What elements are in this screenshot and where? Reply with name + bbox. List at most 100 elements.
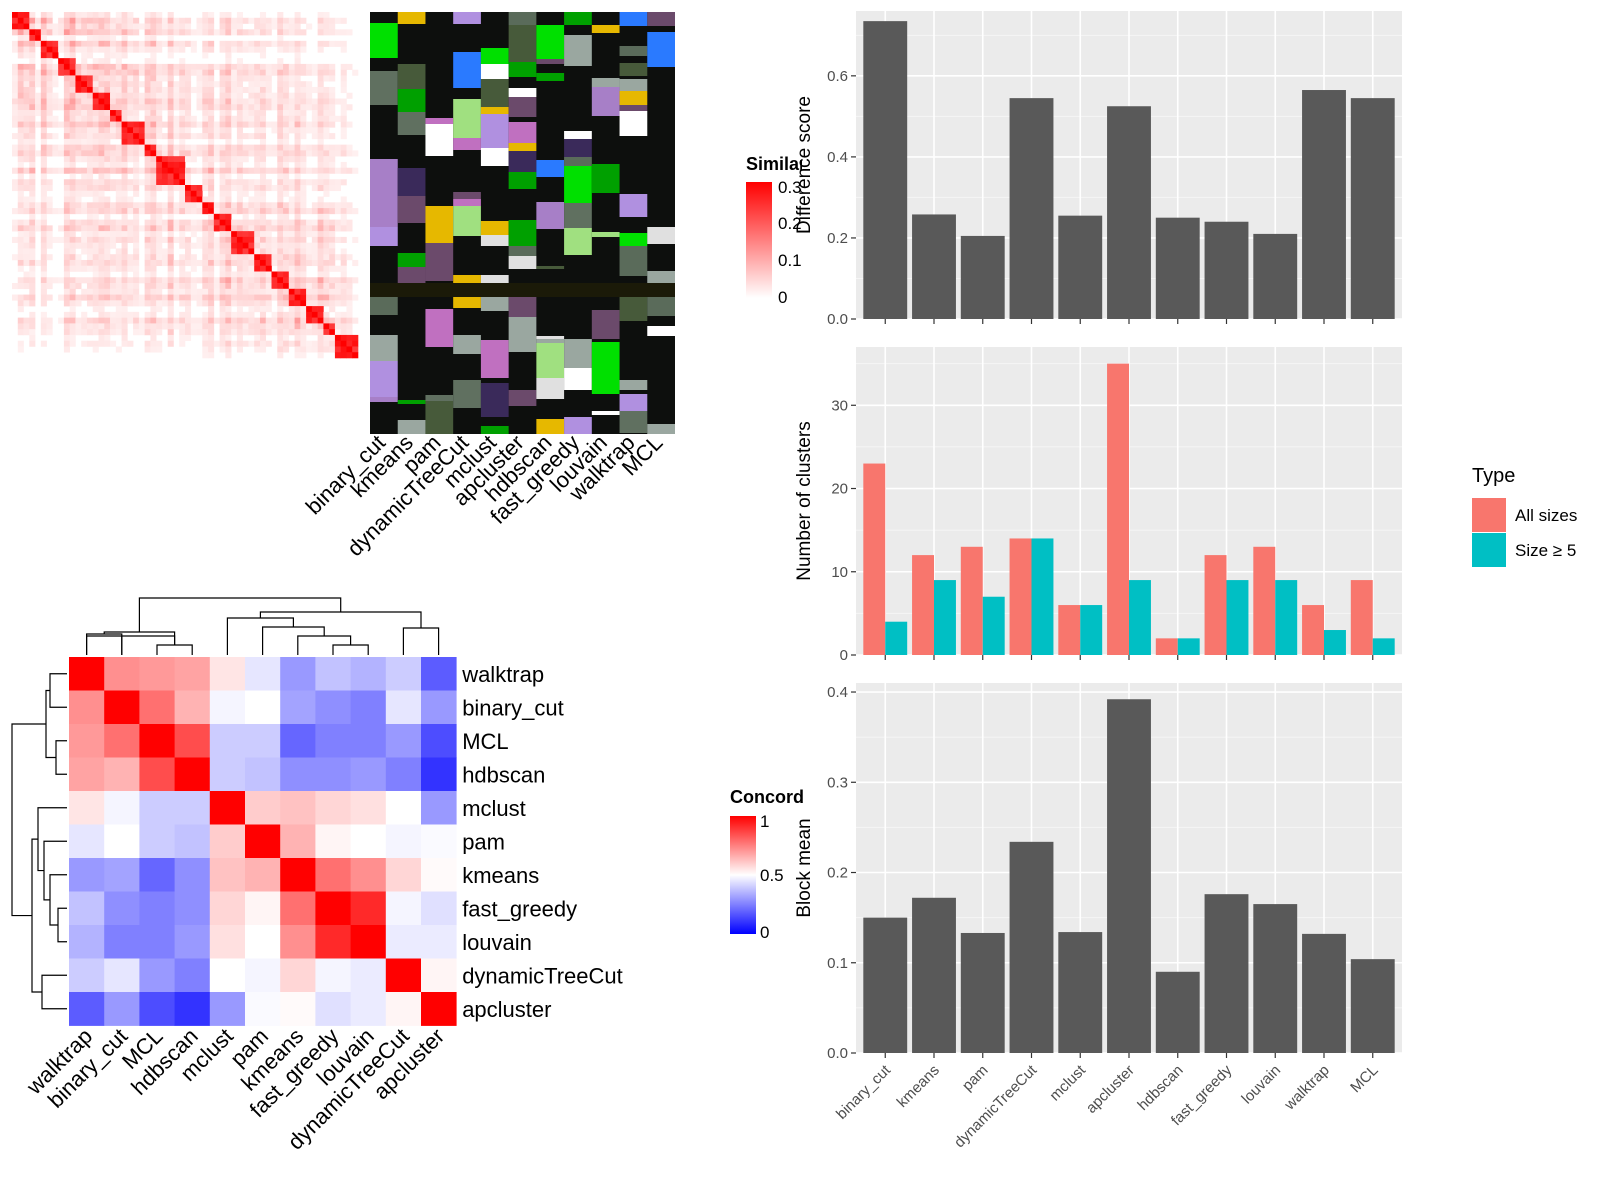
similarity-cell — [317, 63, 324, 70]
similarity-cell — [294, 179, 301, 186]
similarity-cell — [115, 248, 122, 255]
similarity-cell — [225, 40, 232, 47]
similarity-cell — [17, 242, 24, 249]
similarity-cell — [271, 236, 278, 243]
similarity-cell — [98, 173, 105, 180]
similarity-cell — [12, 12, 19, 19]
similarity-cell — [271, 219, 278, 226]
similarity-cell — [242, 190, 249, 197]
similarity-cell — [283, 173, 290, 180]
method-cluster-segment — [647, 32, 675, 67]
similarity-cell — [98, 288, 105, 295]
similarity-cell — [190, 86, 197, 94]
method-cluster-segment — [480, 48, 509, 64]
similarity-cell — [115, 29, 122, 36]
similarity-cell — [213, 81, 220, 88]
similarity-cell — [81, 208, 88, 215]
similarity-cell — [75, 323, 82, 330]
similarity-cell — [133, 110, 140, 117]
similarity-cell — [161, 185, 168, 192]
similarity-cell — [40, 17, 47, 24]
similarity-cell — [46, 242, 53, 249]
similarity-cell — [17, 144, 24, 151]
similarity-cell — [35, 81, 42, 88]
similarity-cell — [288, 29, 295, 36]
similarity-cell — [277, 63, 284, 70]
similarity-cell — [254, 40, 261, 47]
similarity-cell — [40, 58, 47, 65]
similarity-cell — [288, 259, 295, 267]
similarity-cell — [340, 63, 347, 70]
method-cluster-segment — [564, 12, 592, 25]
similarity-cell — [29, 81, 36, 88]
similarity-cell — [81, 259, 88, 267]
similarity-cell — [334, 265, 341, 272]
similarity-cell — [35, 202, 42, 209]
similarity-cell — [52, 52, 59, 59]
method-cluster-segment — [536, 160, 565, 177]
similarity-cell — [29, 288, 36, 295]
similarity-cell — [92, 23, 99, 30]
similarity-cell — [352, 317, 359, 324]
similarity-cell — [17, 12, 24, 19]
similarity-cell — [98, 317, 105, 324]
similarity-cell — [115, 81, 122, 88]
similarity-cell — [104, 138, 111, 145]
similarity-cell — [346, 323, 353, 330]
bar — [1031, 538, 1054, 655]
concordance-cell — [209, 958, 246, 993]
similarity-cell — [75, 75, 82, 82]
similarity-cell — [323, 40, 330, 47]
similarity-cell — [225, 236, 232, 243]
similarity-cell — [231, 81, 238, 88]
similarity-cell — [185, 306, 192, 313]
similarity-cell — [242, 69, 249, 76]
similarity-cell — [283, 219, 290, 226]
concordance-cell — [174, 858, 211, 892]
similarity-cell — [311, 294, 318, 301]
similarity-cell — [104, 167, 111, 174]
similarity-cell — [202, 173, 209, 180]
similarity-cell — [288, 283, 295, 290]
method-cluster-segment — [619, 63, 648, 76]
similarity-cell — [156, 236, 163, 243]
method-cluster-segment — [397, 267, 426, 286]
similarity-cell — [150, 23, 157, 30]
similarity-cell — [63, 259, 70, 267]
similarity-cell — [265, 248, 272, 255]
similarity-cell — [185, 92, 192, 99]
similarity-cell — [196, 167, 203, 174]
similarity-cell — [17, 202, 24, 209]
similarity-cell — [110, 231, 117, 238]
method-labels: binary_cutkmeanspamdynamicTreeCutmclusta… — [301, 430, 668, 561]
similarity-cell — [294, 259, 301, 267]
similarity-cell — [277, 271, 284, 278]
similarity-cell — [179, 75, 186, 82]
similarity-cell — [104, 311, 111, 318]
similarity-cell — [231, 23, 238, 30]
similarity-cell — [46, 110, 53, 117]
dendrogram-branch — [57, 907, 67, 943]
similarity-cell — [92, 259, 99, 267]
similarity-cell — [46, 283, 53, 290]
similarity-cell — [179, 127, 186, 134]
similarity-cell — [225, 75, 232, 82]
similarity-cell — [81, 81, 88, 88]
similarity-cell — [92, 133, 99, 140]
similarity-cell — [300, 29, 307, 36]
similarity-cell — [17, 23, 24, 30]
similarity-cell — [121, 213, 128, 220]
similarity-cell — [242, 219, 249, 226]
method-cluster-segment — [480, 107, 509, 114]
method-cluster-segment — [508, 172, 537, 189]
similarity-cell — [300, 121, 307, 128]
similarity-cell — [92, 156, 99, 163]
similarity-cell — [329, 294, 336, 301]
similarity-cell — [254, 150, 261, 157]
similarity-cell — [208, 144, 215, 151]
similarity-cell — [161, 294, 168, 301]
similarity-cell — [317, 69, 324, 76]
method-cluster-segment — [480, 148, 509, 166]
method-cluster-segment — [370, 227, 398, 246]
similarity-cell — [300, 81, 307, 88]
